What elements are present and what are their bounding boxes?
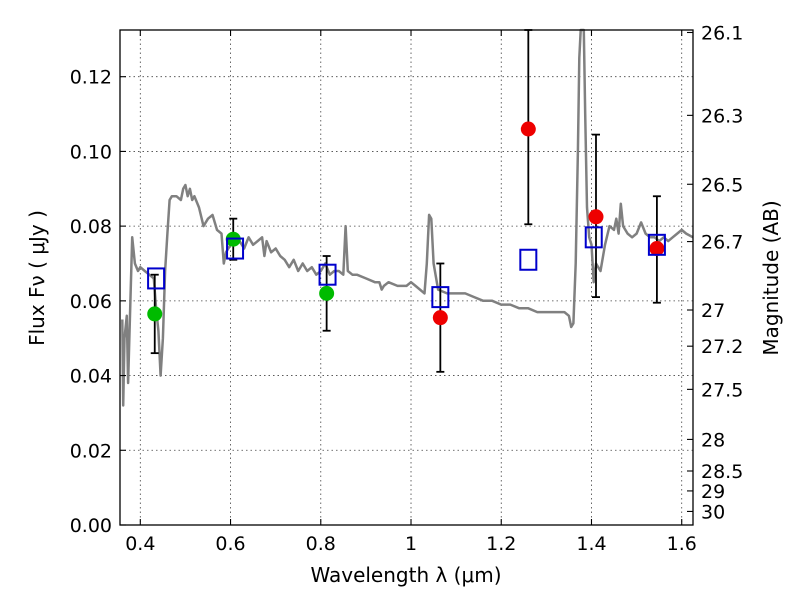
magnitude-tick-label: 27.2 bbox=[701, 336, 743, 358]
y-tick-label: 0.00 bbox=[70, 515, 112, 537]
model-photometry-boxes bbox=[147, 226, 666, 309]
y-tick-label: 0.12 bbox=[70, 67, 112, 89]
magnitude-tick-label: 26.5 bbox=[701, 174, 743, 196]
model-box-1 bbox=[147, 267, 166, 290]
magnitude-tick-label: 26.3 bbox=[701, 105, 743, 127]
x-axis: 0.4 0.6 0.8 1 1.2 1.4 1.6 bbox=[125, 30, 697, 555]
model-box-4 bbox=[431, 286, 450, 309]
model-box-6 bbox=[584, 226, 603, 249]
magnitude-tick-label: 26.1 bbox=[701, 22, 743, 44]
observed-point-7 bbox=[649, 241, 665, 257]
x-tick-label: 1.6 bbox=[667, 533, 697, 555]
x-tick-label: 1 bbox=[405, 533, 417, 555]
model-box-2 bbox=[226, 237, 245, 260]
observed-point-1 bbox=[147, 306, 163, 322]
x-tick-label: 1.2 bbox=[486, 533, 516, 555]
grid bbox=[120, 30, 693, 525]
y-tick-label: 0.02 bbox=[70, 440, 112, 462]
observed-point-6 bbox=[588, 209, 604, 225]
magnitude-tick-label: 29 bbox=[701, 481, 725, 503]
model-spectrum bbox=[121, 28, 694, 407]
plot-frame bbox=[119, 29, 694, 526]
y-tick-label: 0.10 bbox=[70, 141, 112, 163]
magnitude-tick-label: 27.5 bbox=[701, 379, 743, 401]
magnitude-tick-label: 30 bbox=[701, 501, 725, 523]
x-tick-label: 1.4 bbox=[576, 533, 606, 555]
x-tick-label: 0.8 bbox=[306, 533, 336, 555]
y-axis: 0.00 0.02 0.04 0.06 0.08 0.10 0.12 bbox=[70, 67, 126, 537]
model-spectrum-line bbox=[121, 28, 694, 407]
x-axis-title: Wavelength λ (μm) bbox=[310, 563, 501, 587]
magnitude-tick-label: 26.7 bbox=[701, 232, 743, 254]
magnitude-tick-label: 28.5 bbox=[701, 461, 743, 483]
model-box-5 bbox=[519, 248, 538, 271]
observed-point-5 bbox=[520, 121, 536, 137]
model-box-7 bbox=[647, 233, 666, 256]
x-tick-label: 0.6 bbox=[215, 533, 245, 555]
y-tick-label: 0.08 bbox=[70, 216, 112, 238]
y-tick-label: 0.06 bbox=[70, 291, 112, 313]
observed-points bbox=[147, 121, 665, 326]
magnitude-tick-label: 28 bbox=[701, 429, 725, 451]
y-tick-label: 0.04 bbox=[70, 366, 112, 388]
x-tick-label: 0.4 bbox=[125, 533, 155, 555]
observed-point-4 bbox=[432, 310, 448, 326]
observed-point-3 bbox=[319, 285, 335, 301]
magnitude-axis-title: Magnitude (AB) bbox=[759, 200, 783, 355]
magnitude-tick-label: 27 bbox=[701, 300, 725, 322]
y-axis-title: Flux Fν ( μJy ) bbox=[25, 210, 49, 346]
model-box-3 bbox=[318, 263, 337, 286]
